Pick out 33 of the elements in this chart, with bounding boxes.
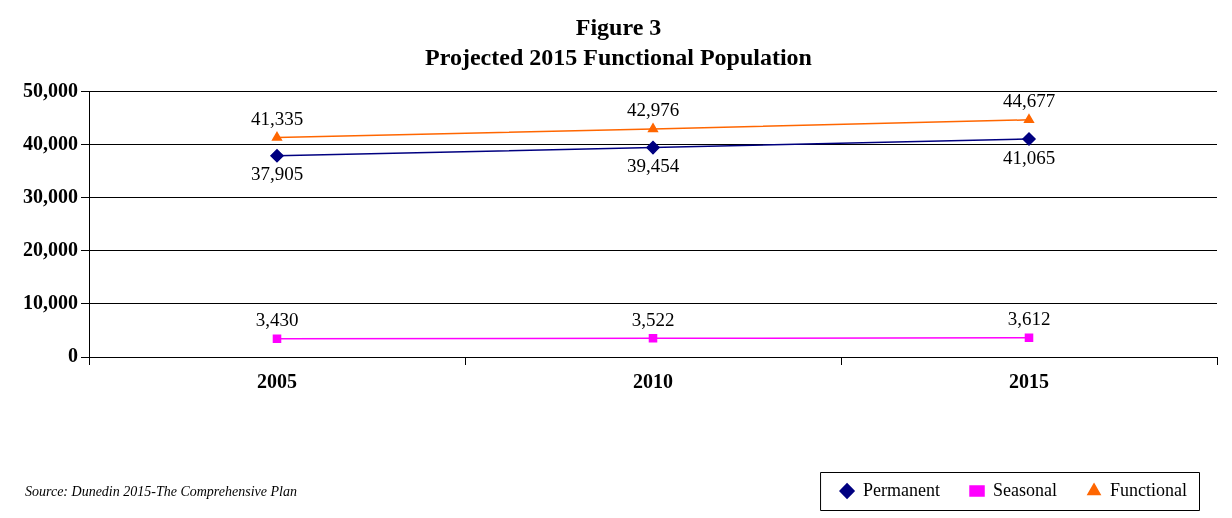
point — [647, 123, 659, 133]
data-label: 3,430 — [255, 309, 299, 331]
point — [648, 334, 658, 343]
data-label: 41,335 — [250, 108, 304, 130]
legend-label: Permanent — [863, 479, 941, 500]
x-tick-label: 2010 — [633, 370, 673, 393]
chart-title: Figure 3 — [575, 13, 662, 40]
data-label: 44,677 — [1002, 90, 1056, 112]
legend-label: Functional — [1110, 479, 1188, 500]
data-label: 39,454 — [626, 155, 680, 177]
data-label: 41,065 — [1002, 146, 1056, 168]
y-tick-label: 0 — [68, 344, 78, 367]
y-tick-label: 50,000 — [23, 78, 78, 101]
x-tick-label: 2005 — [257, 370, 297, 393]
point — [271, 131, 283, 141]
point — [1023, 114, 1035, 124]
data-label: 42,976 — [626, 99, 680, 121]
y-tick-label: 40,000 — [23, 131, 78, 154]
chart-subtitle: Projected 2015 Functional Population — [425, 44, 812, 71]
point — [1024, 333, 1034, 343]
point — [272, 334, 282, 344]
x-tick-label: 2015 — [1009, 370, 1049, 393]
point — [1022, 132, 1036, 146]
data-label: 3,612 — [1007, 308, 1051, 330]
legend-label: Seasonal — [993, 479, 1058, 500]
point — [270, 149, 284, 163]
data-label: 3,522 — [631, 308, 675, 330]
point — [646, 140, 660, 155]
y-tick-label: 30,000 — [23, 184, 78, 207]
y-tick-label: 10,000 — [23, 291, 78, 314]
y-tick-label: 20,000 — [23, 238, 78, 261]
source-note: Source: Dunedin 2015-The Comprehensive Plan — [25, 483, 297, 499]
data-label: 37,905 — [250, 163, 304, 185]
